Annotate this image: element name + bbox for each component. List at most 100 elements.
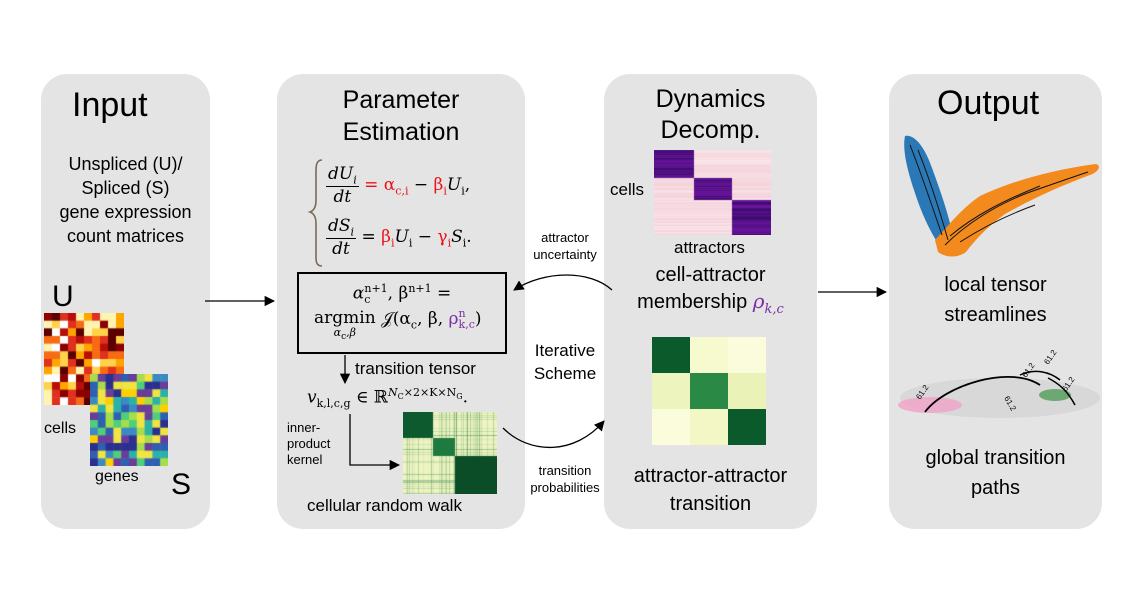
eq2-s-sub: i (462, 235, 467, 249)
tensor-sup-g: G (456, 392, 463, 402)
box-argmin-sub-beta: ,β (346, 326, 356, 339)
iterative-scheme-label: Iterative Scheme (522, 339, 608, 385)
tensor-end: . (462, 387, 469, 408)
input-title: Input (72, 86, 148, 124)
membership-line-1: cell-attractor (655, 264, 766, 286)
probabilities-line-2: probabilities (530, 480, 600, 495)
input-desc-line-1: Unspliced (U)/ (68, 154, 183, 174)
uncertainty-feedback-arrow (513, 274, 613, 291)
box-rho-sup: n (458, 307, 466, 320)
eq2-numerator-sub: i (350, 225, 355, 239)
tensor-definition: vk,l,c,g ∈ ℝNC×2×K×NG. (307, 386, 468, 410)
dynamics-decomposition-panel (604, 74, 817, 529)
random-walk-label: cellular random walk (307, 496, 462, 515)
eq2-beta-sub: i (390, 235, 395, 249)
paths-line-2: paths (971, 477, 1020, 499)
streamlines-line-1: local tensor (944, 274, 1047, 296)
box-rho-sub: k,c (458, 318, 475, 331)
tensor-sup-c: C (397, 392, 404, 402)
eq2-denominator: dt (332, 239, 350, 260)
ode-equation-2: dSi dt = βiUi − γiSi. (326, 216, 472, 259)
box-beta-sup: n+1 (408, 282, 432, 295)
tensor-sup-mid: ×2×K×N (403, 386, 457, 399)
eq1-alpha-sub: c,i (395, 183, 409, 197)
label-s: S (171, 468, 192, 501)
box-alpha-sup: n+1 (364, 282, 388, 295)
parameter-title-line-2: Estimation (342, 118, 460, 146)
eq2-numerator: dS (328, 216, 351, 236)
box-argmin-sub-alpha: α (333, 326, 342, 339)
paths-label: global transition paths (889, 443, 1102, 503)
membership-heatmap (654, 150, 771, 235)
eq2-gamma-sub: i (447, 235, 452, 249)
box-alpha: α (352, 283, 365, 304)
iterative-line-1: Iterative (534, 341, 596, 360)
box-line-2: argmin αc,β 𝒥(αc, β, ρ n k,c) (314, 308, 482, 342)
eq2-s: S (451, 226, 463, 247)
label-attractors: attractors (674, 238, 745, 257)
input-description: Unspliced (U)/ Spliced (S) gene expressi… (41, 152, 210, 248)
eq1-numerator-sub: i (353, 173, 357, 187)
label-cells-dynamics: cells (610, 180, 645, 199)
eq2-u: U (394, 226, 409, 247)
label-cells-input: cells (44, 420, 77, 437)
box-argmin-sub-c: c (341, 332, 347, 343)
membership-rho: ρ (752, 289, 765, 313)
eq1-end: , (464, 174, 471, 195)
transition-line-1: attractor-attractor (633, 465, 788, 487)
tensor-in: ∈ ℝ (350, 387, 389, 408)
box-beta: , β (387, 283, 409, 304)
spliced-heatmap (90, 374, 168, 466)
eq1-u-sub: i (461, 183, 465, 197)
transition-label: attractor-attractor transition (604, 462, 817, 518)
eq2-minus: − (412, 226, 438, 247)
eq1-beta: β (433, 174, 444, 195)
eq1-u: U (446, 174, 462, 195)
probabilities-label: transition probabilities (522, 462, 608, 496)
optimization-box (297, 272, 507, 354)
membership-rho-sub: k,c (764, 302, 784, 317)
paths-line-1: global transition (925, 447, 1066, 469)
box-alpha-sub: c (364, 293, 371, 307)
membership-text: membership (637, 291, 753, 313)
eq2-beta: β (381, 226, 391, 247)
eq1-beta-sub: i (443, 183, 447, 197)
random-walk-heatmap (403, 412, 497, 494)
parameter-title-line-1: Parameter (342, 86, 460, 114)
kernel-label: inner- product kernel (287, 420, 330, 468)
box-rho: ρ (448, 308, 459, 329)
box-args-mid: , β, (417, 308, 449, 329)
output-title: Output (937, 84, 1040, 122)
tensor-v: v (307, 387, 317, 408)
kernel-line-2: product (287, 436, 331, 451)
kernel-line-3: kernel (287, 452, 323, 467)
box-args: (α (392, 308, 411, 329)
uncertainty-line-1: attractor (541, 230, 589, 245)
eq1-equals: = α (364, 174, 396, 195)
uncertainty-label: attractor uncertainty (522, 229, 608, 263)
kernel-line-1: inner- (287, 420, 321, 435)
eq2-gamma: γ (437, 226, 448, 247)
eq1-denominator: dt (333, 187, 352, 208)
box-objective-j: 𝒥 (381, 308, 393, 329)
transition-line-2: transition (669, 493, 752, 515)
membership-line-2: membership ρk,c (604, 288, 817, 323)
box-line-1: αcn+1, βn+1 = (297, 282, 507, 306)
streamlines-line-2: streamlines (944, 304, 1047, 326)
transition-tensor-label: transition tensor (355, 359, 476, 378)
parameter-title: Parameter Estimation (277, 84, 525, 148)
eq2-equals: = (361, 226, 382, 247)
box-argmin: argmin (314, 308, 376, 328)
input-desc-line-2: Spliced (S) (81, 178, 170, 198)
streamlines-label: local tensor streamlines (889, 270, 1102, 330)
box-args-sub: c (410, 317, 418, 331)
dynamics-title: Dynamics Decomp. (604, 84, 817, 146)
membership-label: cell-attractor membership ρk,c (604, 262, 817, 323)
dynamics-title-line-2: Decomp. (660, 116, 761, 144)
tensor-sup-n: N (388, 386, 398, 399)
ode-equation-1: dUi dt = αc,i − βiUi, (326, 164, 470, 207)
input-desc-line-3: gene expression (59, 202, 192, 222)
label-genes: genes (95, 468, 139, 485)
eq2-end: . (466, 226, 472, 247)
